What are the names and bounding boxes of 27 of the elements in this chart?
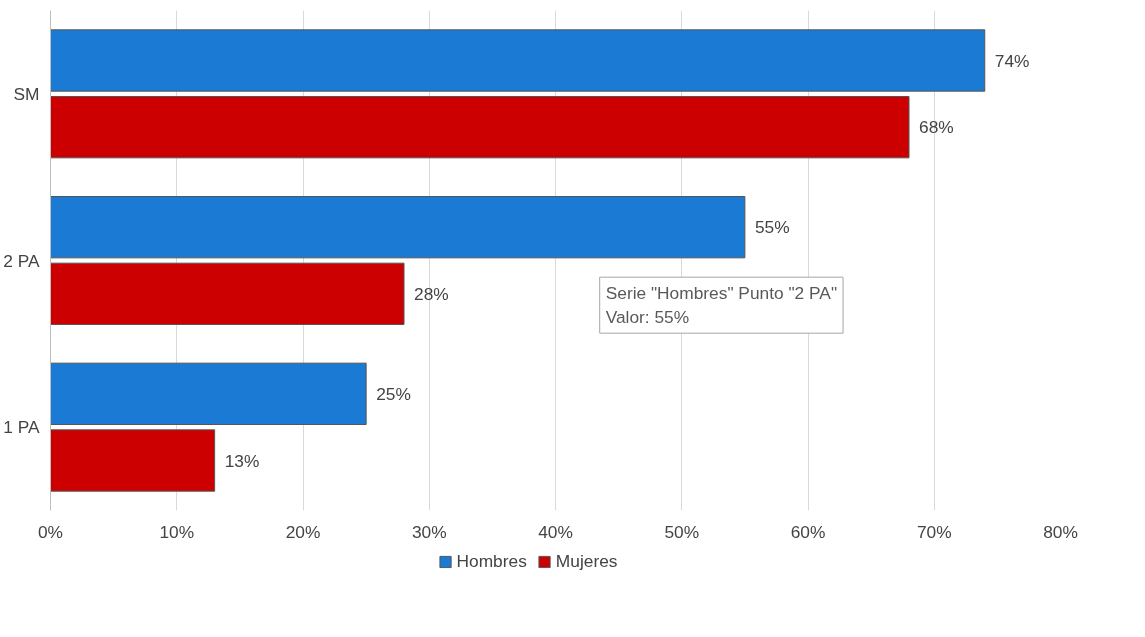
data-label: 28% [414, 283, 449, 304]
x-tick-label: 10% [159, 521, 195, 542]
y-tick-label: 1 PA [3, 417, 40, 438]
x-tick-label: 30% [411, 521, 447, 542]
bar [50, 429, 216, 492]
legend-label: Mujeres [555, 550, 618, 572]
y-tick-label: SM [13, 83, 40, 104]
bar [50, 196, 746, 259]
bar [50, 96, 910, 159]
x-tick-label: 50% [664, 521, 700, 542]
bar [50, 29, 986, 92]
bar [50, 262, 405, 325]
annotation: Serie "Hombres" Punto "2 PA" Valor: 55% [605, 283, 838, 328]
bar [50, 362, 367, 425]
x-tick-label: 80% [1043, 521, 1078, 542]
x-tick-label: 0% [37, 521, 64, 542]
x-tick-label: 70% [916, 521, 952, 542]
x-tick-label: 40% [538, 521, 573, 542]
legend-label: Hombres [456, 550, 527, 572]
data-label: 13% [224, 450, 260, 471]
data-label: 55% [754, 217, 790, 238]
x-tick-label: 60% [790, 521, 826, 542]
y-tick-label: 2 PA [3, 250, 40, 271]
x-tick-label: 20% [285, 521, 321, 542]
data-label: 68% [919, 117, 954, 138]
data-label: 74% [994, 50, 1030, 71]
data-label: 25% [376, 383, 411, 404]
